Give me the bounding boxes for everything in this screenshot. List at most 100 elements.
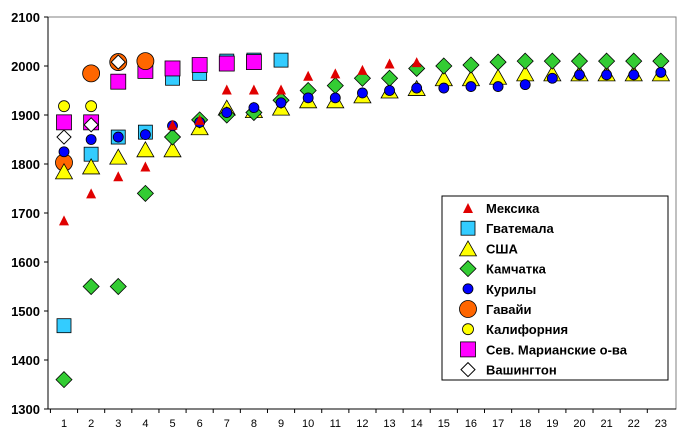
data-point xyxy=(113,171,124,182)
x-tick-label: 21 xyxy=(600,418,612,430)
series-5 xyxy=(58,66,667,158)
data-point xyxy=(54,163,74,180)
legend-label: Сев. Марианские о-ва xyxy=(486,342,628,357)
legend-marker xyxy=(460,341,476,358)
data-point xyxy=(519,79,531,91)
legend-item: Курилы xyxy=(462,282,536,297)
data-point xyxy=(86,188,97,199)
x-tick-label: 20 xyxy=(573,418,585,430)
x-tick-label: 17 xyxy=(492,418,504,430)
x-tick-label: 2 xyxy=(88,418,94,430)
data-point xyxy=(357,64,368,75)
data-point xyxy=(330,68,341,79)
data-point xyxy=(110,54,126,70)
y-tick-label: 1900 xyxy=(11,108,40,123)
series-7 xyxy=(58,100,98,113)
data-point xyxy=(628,69,640,81)
data-point xyxy=(275,97,287,109)
legend-marker xyxy=(458,240,478,257)
data-point xyxy=(411,57,422,68)
legend: Мексика Гватемала США Камчатка Курилы Гавайи К… xyxy=(441,195,669,381)
x-tick-label: 3 xyxy=(115,418,121,430)
x-tick-label: 8 xyxy=(251,418,257,430)
data-point xyxy=(303,70,314,81)
data-point xyxy=(82,277,100,296)
legend-label: Камчатка xyxy=(486,262,547,277)
legend-label: Курилы xyxy=(486,282,536,297)
data-point xyxy=(625,52,643,70)
x-tick-label: 6 xyxy=(197,418,203,430)
legend-label: Калифорния xyxy=(486,322,568,337)
data-point xyxy=(384,85,395,96)
data-point xyxy=(246,54,262,70)
legend-marker xyxy=(462,283,474,295)
data-point xyxy=(139,129,151,141)
data-point xyxy=(574,69,585,81)
data-point xyxy=(56,129,72,145)
data-point xyxy=(163,140,182,158)
legend-marker xyxy=(460,220,476,236)
data-point xyxy=(136,140,155,158)
data-point xyxy=(136,52,155,70)
data-point xyxy=(408,59,426,78)
x-tick-label: 12 xyxy=(356,418,368,430)
x-tick-label: 15 xyxy=(438,418,450,430)
data-point xyxy=(489,53,507,71)
data-point xyxy=(411,82,423,94)
data-point xyxy=(56,318,72,334)
data-point xyxy=(85,134,97,145)
x-tick-label: 10 xyxy=(302,418,314,430)
y-tick-label: 1400 xyxy=(11,353,40,368)
data-point xyxy=(438,82,450,94)
data-point xyxy=(164,60,181,77)
y-tick-label: 2000 xyxy=(11,59,40,74)
x-tick-label: 7 xyxy=(224,418,230,430)
data-point xyxy=(570,52,589,70)
y-tick-label: 1300 xyxy=(11,402,40,417)
data-point xyxy=(85,100,98,113)
data-point xyxy=(112,131,124,143)
data-point xyxy=(136,184,154,202)
data-point xyxy=(55,371,73,389)
data-point xyxy=(191,57,208,73)
data-point xyxy=(492,81,504,92)
legend-item: Сев. Марианские о-ва xyxy=(460,341,628,358)
data-point xyxy=(435,57,453,75)
legend-item: Калифорния xyxy=(462,322,568,337)
data-point xyxy=(357,87,368,99)
data-point xyxy=(218,55,235,72)
legend-item: Мексика xyxy=(463,201,540,216)
series-6 xyxy=(55,52,155,172)
legend-label: Гавайи xyxy=(486,302,531,317)
data-point xyxy=(221,107,233,118)
legend-item: Вашингтон xyxy=(460,361,557,378)
data-point xyxy=(516,52,534,70)
x-tick-label: 1 xyxy=(61,418,67,430)
y-tick-label: 1600 xyxy=(11,255,40,270)
x-tick-label: 4 xyxy=(142,418,148,430)
data-point xyxy=(248,84,259,95)
x-tick-label: 22 xyxy=(628,418,640,430)
series-9 xyxy=(56,54,126,145)
data-points xyxy=(54,52,671,389)
y-tick-label: 1500 xyxy=(11,304,40,319)
legend-marker xyxy=(462,323,474,336)
data-point xyxy=(109,277,127,296)
data-point xyxy=(140,161,151,172)
data-point xyxy=(655,66,667,78)
data-point xyxy=(302,92,314,104)
legend-item: Гватемала xyxy=(460,220,554,236)
data-point xyxy=(82,64,101,83)
x-tick-label: 9 xyxy=(278,418,284,430)
legend-label: США xyxy=(486,241,518,256)
data-point xyxy=(221,84,232,95)
data-point xyxy=(110,73,127,90)
data-point xyxy=(58,146,70,158)
data-point xyxy=(543,52,561,70)
data-point xyxy=(83,117,99,133)
data-point xyxy=(601,69,612,81)
series-1 xyxy=(59,57,422,226)
legend-box xyxy=(441,195,669,381)
